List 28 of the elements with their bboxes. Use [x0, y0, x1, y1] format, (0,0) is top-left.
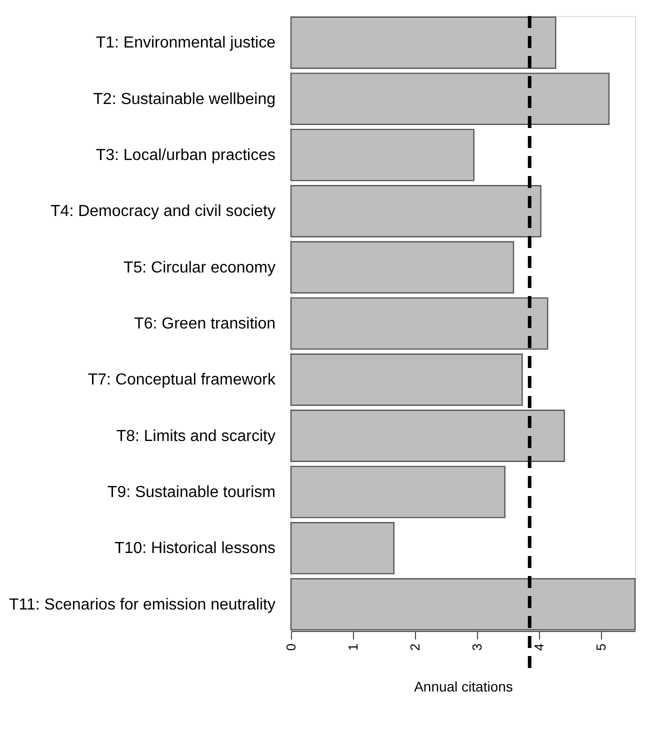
y-tick-label: T9: Sustainable tourism: [107, 484, 276, 501]
y-tick-label: T6: Green transition: [134, 316, 276, 332]
x-tick-label: 5: [593, 644, 608, 651]
x-tick-label: 1: [345, 644, 360, 651]
x-tick-label: 2: [407, 644, 422, 651]
y-tick-label: T7: Conceptual framework: [88, 372, 276, 389]
bar: [290, 241, 514, 294]
y-tick-label: T2: Sustainable wellbeing: [93, 90, 276, 108]
y-tick-label: T10: Historical lessons: [114, 540, 276, 558]
x-axis-title: Annual citations: [414, 678, 513, 695]
bar: [290, 522, 394, 574]
x-tick-label: 3: [469, 644, 484, 651]
bar: [290, 410, 565, 462]
y-tick-label: T3: Local/urban practices: [96, 147, 276, 164]
x-tick-label: 4: [531, 644, 546, 651]
bar: [290, 297, 548, 350]
y-tick-label: T4: Democracy and civil society: [50, 203, 276, 220]
bar: [290, 466, 506, 518]
x-tick-label: 0: [284, 644, 298, 651]
bar: [290, 72, 610, 125]
bar: [290, 16, 556, 69]
y-tick-label: T11: Scenarios for emission neutrality: [9, 596, 276, 614]
bar: [290, 128, 474, 182]
y-tick-label: T8: Limits and scarcity: [116, 428, 276, 445]
bar: [290, 185, 542, 238]
y-tick-label: T1: Environmental justice: [96, 34, 276, 52]
bar: [290, 354, 523, 406]
y-tick-label: T5: Circular economy: [123, 259, 276, 276]
